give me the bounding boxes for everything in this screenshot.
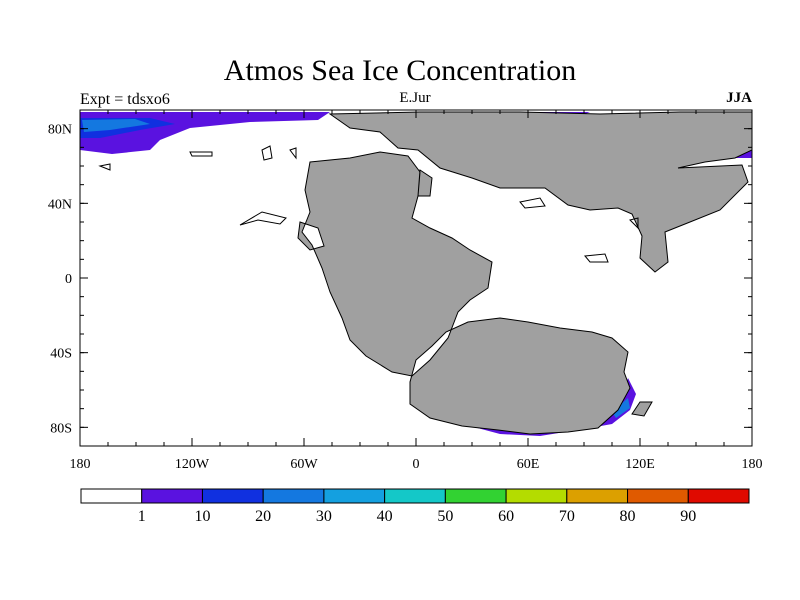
lon-tick-label: 60E xyxy=(517,457,540,472)
colorbar-label: 80 xyxy=(620,508,636,525)
sea-ice-patch xyxy=(82,119,150,132)
island-outline xyxy=(289,147,297,160)
lon-tick-label: 120E xyxy=(625,457,655,472)
colorbar-label: 70 xyxy=(559,508,575,525)
colorbar-swatch xyxy=(687,488,750,504)
lon-tick-label: 120W xyxy=(175,457,210,472)
lat-tick-label: 80N xyxy=(48,123,72,138)
lat-tick-label: 40N xyxy=(48,197,72,212)
island-outline xyxy=(189,151,213,157)
colorbar-label: 40 xyxy=(377,508,393,525)
longitude-axis: 180 120W 60W 0 60E 120E 180 xyxy=(70,110,763,472)
colorbar-swatch xyxy=(141,488,203,504)
colorbar-swatch xyxy=(627,488,689,504)
island-outline xyxy=(629,217,639,230)
colorbar-label: 60 xyxy=(498,508,514,525)
map-plot-area xyxy=(80,111,752,436)
colorbar-label: 30 xyxy=(316,508,332,525)
colorbar-swatch xyxy=(262,488,325,504)
colorbar-label: 1 xyxy=(138,508,146,525)
island-outline xyxy=(584,253,609,263)
colorbar: 1 10 20 30 40 50 60 70 80 90 xyxy=(80,488,750,525)
lon-tick-label: 60W xyxy=(290,457,318,472)
colorbar-label: 10 xyxy=(194,508,210,525)
colorbar-label: 50 xyxy=(437,508,453,525)
landmass-pangea xyxy=(297,111,752,435)
colorbar-swatch xyxy=(444,488,507,504)
period-label: E.Jur xyxy=(399,90,431,106)
map-title: Atmos Sea Ice Concentration xyxy=(223,54,577,87)
lon-tick-label: 180 xyxy=(742,457,763,472)
lat-tick-label: 80S xyxy=(50,421,72,436)
lon-tick-label: 0 xyxy=(413,457,420,472)
sea-ice-patch xyxy=(612,398,630,418)
season-label: JJA xyxy=(726,90,752,106)
colorbar-swatch xyxy=(505,488,568,504)
lon-tick-label: 180 xyxy=(70,457,91,472)
colorbar-label: 90 xyxy=(680,508,696,525)
island-outline xyxy=(98,163,111,171)
island-outline xyxy=(239,211,287,226)
colorbar-swatch xyxy=(323,488,386,504)
island-outline xyxy=(519,197,546,209)
sea-ice-patch xyxy=(470,378,636,436)
colorbar-swatch xyxy=(80,488,143,504)
lat-tick-label: 40S xyxy=(50,347,72,362)
colorbar-label: 20 xyxy=(255,508,271,525)
colorbar-swatch xyxy=(384,488,446,504)
latitude-axis: 80N 40N 0 40S 80S xyxy=(48,109,752,447)
colorbar-swatch xyxy=(566,488,629,504)
lat-tick-label: 0 xyxy=(65,272,72,287)
island-outline xyxy=(261,145,273,161)
experiment-label: Expt = tdsxo6 xyxy=(80,91,170,108)
colorbar-swatch xyxy=(201,488,264,504)
